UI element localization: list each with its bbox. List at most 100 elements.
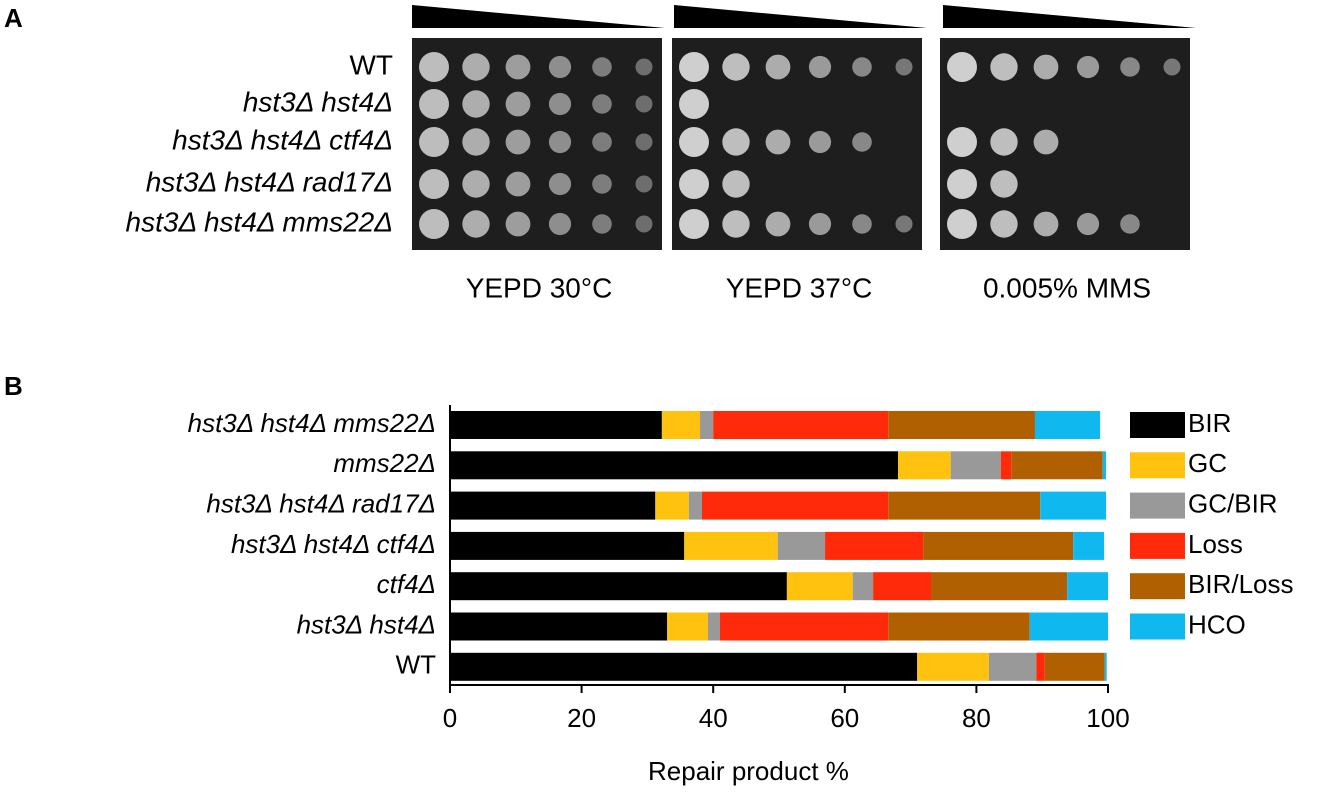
colony-spot	[990, 210, 1018, 238]
bar-segment	[888, 491, 1041, 520]
bar-segment	[661, 411, 701, 439]
colony-spot	[505, 129, 531, 155]
legend-label: GC	[1188, 448, 1227, 478]
colony-spot	[505, 54, 531, 80]
dilution-wedge	[674, 5, 927, 28]
legend-label: GC/BIR	[1188, 488, 1278, 518]
legend-swatch	[1130, 492, 1185, 519]
colony-spot	[765, 129, 791, 155]
panel-label: A	[4, 3, 23, 33]
colony-spot	[852, 57, 872, 77]
strain-label: hst3Δ hst4Δ	[243, 86, 393, 117]
colony-spot	[419, 169, 449, 199]
bar-segment	[923, 531, 1074, 560]
bar-segment	[777, 531, 826, 560]
legend-swatch	[1130, 452, 1185, 479]
x-axis-label: Repair product %	[648, 756, 849, 786]
colony-spot	[635, 215, 653, 233]
bar-segment	[702, 491, 889, 520]
colony-spot	[548, 92, 572, 116]
colony-spot	[548, 130, 572, 154]
colony-spot	[1033, 211, 1059, 237]
bar-segment	[1073, 531, 1105, 560]
colony-spot	[722, 53, 750, 81]
colony-spot	[947, 209, 977, 239]
bar-segment	[988, 652, 1037, 681]
legend-label: BIR	[1188, 408, 1231, 438]
bar-segment	[707, 612, 720, 641]
plate	[940, 38, 1190, 250]
x-tick-label: 20	[567, 703, 596, 733]
bar-segment	[950, 451, 1001, 480]
colony-spot	[852, 214, 872, 234]
colony-spot	[548, 55, 572, 79]
colony-spot	[548, 172, 572, 196]
colony-spot	[808, 55, 832, 79]
x-tick-label: 40	[699, 703, 728, 733]
colony-spot	[505, 211, 531, 237]
bar-segment	[786, 572, 853, 601]
bar-segment	[1104, 652, 1107, 681]
x-tick-label: 0	[443, 703, 457, 733]
colony-spot	[462, 210, 490, 238]
colony-spot	[419, 209, 449, 239]
colony-spot	[990, 53, 1018, 81]
bar-segment	[930, 572, 1068, 601]
colony-spot	[1120, 214, 1140, 234]
colony-spot	[419, 89, 449, 119]
legend-label: BIR/Loss	[1188, 569, 1294, 599]
x-tick-label: 100	[1086, 703, 1129, 733]
colony-spot	[722, 128, 750, 156]
colony-spot	[592, 132, 612, 152]
strain-label: hst3Δ hst4Δ mms22Δ	[126, 206, 393, 237]
dilution-wedge	[943, 5, 1196, 28]
colony-spot	[462, 170, 490, 198]
bar-segment	[825, 531, 924, 560]
colony-spot	[419, 127, 449, 157]
colony-spot	[895, 215, 913, 233]
colony-spot	[722, 170, 750, 198]
colony-spot	[679, 89, 709, 119]
y-tick-label: hst3Δ hst4Δ ctf4Δ	[231, 529, 436, 559]
colony-spot	[1163, 58, 1181, 76]
colony-spot	[808, 130, 832, 154]
colony-spot	[592, 57, 612, 77]
colony-spot	[852, 132, 872, 152]
colony-spot	[765, 211, 791, 237]
bar-segment	[1011, 451, 1103, 480]
y-tick-label: WT	[396, 650, 437, 680]
colony-spot	[808, 212, 832, 236]
colony-spot	[635, 133, 653, 151]
colony-spot	[1076, 212, 1100, 236]
colony-spot	[462, 53, 490, 81]
colony-spot	[635, 95, 653, 113]
plate	[412, 38, 662, 250]
colony-spot	[947, 127, 977, 157]
bar-segment	[1044, 652, 1105, 681]
colony-spot	[548, 212, 572, 236]
bar-segment	[700, 411, 714, 439]
bar-segment	[655, 491, 689, 520]
legend-swatch	[1130, 412, 1185, 438]
dilution-wedge	[412, 5, 665, 28]
legend-swatch	[1130, 613, 1185, 640]
condition-label: YEPD 30°C	[466, 272, 613, 303]
bar-segment	[1067, 572, 1108, 601]
bar-segment	[684, 531, 778, 560]
colony-spot	[592, 214, 612, 234]
colony-spot	[895, 58, 913, 76]
bar-segment	[1034, 411, 1101, 439]
plate	[672, 38, 922, 250]
bar-segment	[688, 491, 703, 520]
colony-spot	[679, 169, 709, 199]
bar-segment	[450, 572, 787, 601]
y-tick-label: hst3Δ hst4Δ	[297, 609, 436, 639]
bar-segment	[1040, 491, 1107, 520]
bar-segment	[450, 451, 899, 480]
colony-spot	[765, 54, 791, 80]
colony-spot	[592, 174, 612, 194]
bar-segment	[450, 491, 656, 520]
y-tick-label: ctf4Δ	[377, 569, 436, 599]
y-tick-label: mms22Δ	[333, 448, 436, 478]
